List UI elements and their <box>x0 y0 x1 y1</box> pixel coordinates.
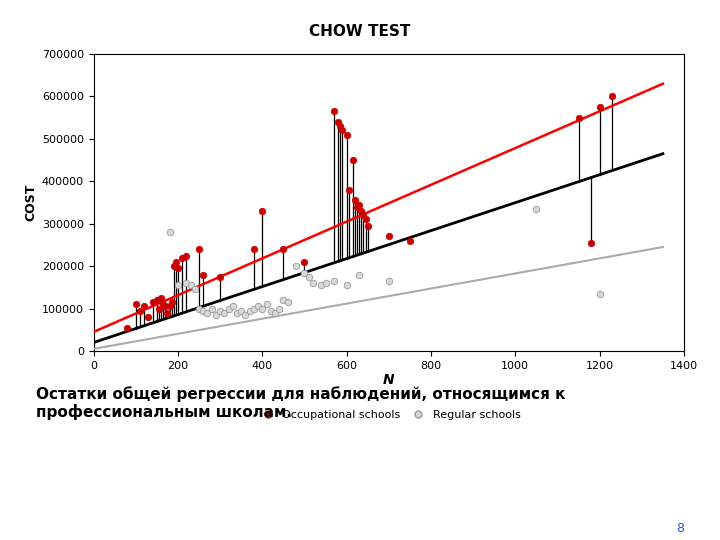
Point <box>256 304 268 313</box>
Point <box>290 262 302 271</box>
Point <box>341 130 352 139</box>
Point <box>122 323 133 332</box>
Point <box>193 245 204 253</box>
Point <box>161 308 174 317</box>
Point <box>172 264 184 273</box>
Point <box>130 300 142 309</box>
Point <box>383 276 395 285</box>
Point <box>354 271 365 279</box>
Point <box>299 258 310 266</box>
Point <box>328 107 340 116</box>
Point <box>354 200 365 209</box>
Point <box>278 296 289 305</box>
Point <box>235 306 247 315</box>
Legend: Occupational schools, Regular schools: Occupational schools, Regular schools <box>257 410 521 420</box>
Point <box>349 196 361 205</box>
Point <box>585 239 597 247</box>
Point <box>594 103 606 111</box>
Point <box>151 296 163 305</box>
Y-axis label: COST: COST <box>24 184 37 221</box>
Point <box>197 306 209 315</box>
Point <box>531 205 542 213</box>
Point <box>248 245 260 253</box>
Point <box>360 215 372 224</box>
Point <box>134 306 145 315</box>
Point <box>153 304 165 313</box>
Point <box>166 298 177 307</box>
Point <box>356 207 367 215</box>
Point <box>197 271 209 279</box>
Point <box>163 228 175 237</box>
Point <box>185 281 197 289</box>
Point <box>404 237 415 245</box>
Point <box>181 251 192 260</box>
Point <box>278 245 289 253</box>
Point <box>170 258 181 266</box>
Point <box>282 298 293 307</box>
Point <box>341 281 352 289</box>
Point <box>181 279 192 287</box>
Point <box>274 304 285 313</box>
Point <box>231 308 243 317</box>
Point <box>261 300 272 309</box>
Point <box>383 232 395 241</box>
Point <box>299 268 310 277</box>
Point <box>303 272 315 281</box>
Text: Остатки общей регрессии для наблюдений, относящимся к
профессиональным школам.: Остатки общей регрессии для наблюдений, … <box>36 386 565 421</box>
Point <box>307 279 319 287</box>
Point <box>240 310 251 319</box>
Text: CHOW TEST: CHOW TEST <box>310 24 410 39</box>
Point <box>252 302 264 310</box>
Point <box>215 272 226 281</box>
Point <box>227 302 238 310</box>
Point <box>594 289 606 298</box>
Point <box>351 202 363 211</box>
Point <box>215 306 226 315</box>
Point <box>206 304 217 313</box>
Point <box>248 304 260 313</box>
X-axis label: N: N <box>383 374 395 388</box>
Point <box>176 253 188 262</box>
Point <box>210 310 222 319</box>
Point <box>333 118 344 126</box>
Point <box>362 221 374 230</box>
Point <box>163 302 175 310</box>
Point <box>143 313 154 321</box>
Point <box>168 262 179 271</box>
Point <box>265 306 276 315</box>
Point <box>156 294 167 302</box>
Point <box>193 304 204 313</box>
Point <box>269 308 281 317</box>
Point <box>244 306 256 315</box>
Point <box>158 300 169 309</box>
Point <box>320 279 331 287</box>
Point <box>138 302 150 310</box>
Point <box>573 113 585 122</box>
Point <box>219 308 230 317</box>
Point <box>337 126 348 134</box>
Point <box>189 285 201 294</box>
Point <box>347 156 359 164</box>
Point <box>256 207 268 215</box>
Point <box>335 122 346 131</box>
Point <box>160 302 171 310</box>
Point <box>147 298 158 307</box>
Point <box>172 281 184 289</box>
Point <box>315 281 327 289</box>
Point <box>358 211 369 220</box>
Point <box>606 92 618 101</box>
Text: 8: 8 <box>676 522 684 535</box>
Point <box>222 304 234 313</box>
Point <box>343 185 354 194</box>
Point <box>202 308 213 317</box>
Point <box>328 276 340 285</box>
